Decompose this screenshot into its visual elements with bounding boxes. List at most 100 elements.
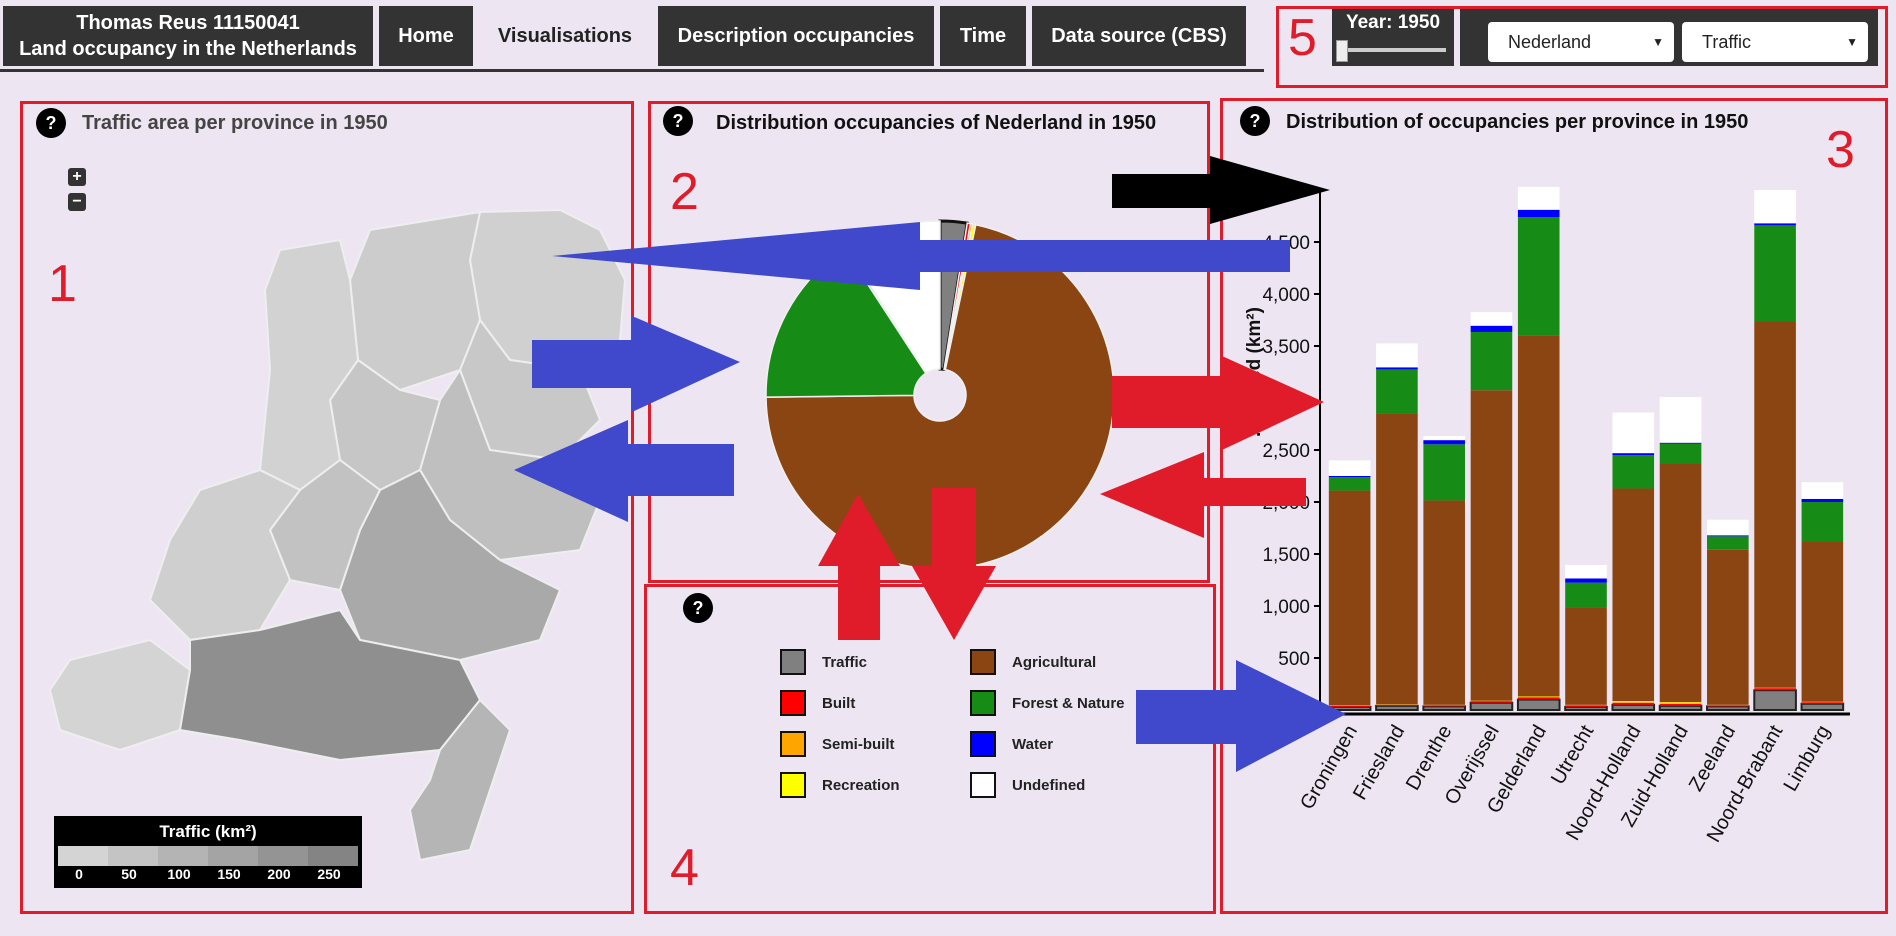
bar-segment-semi-built[interactable]: [1801, 701, 1844, 703]
bar-segment-agricultural[interactable]: [1801, 541, 1844, 702]
bar-segment-forest-nature[interactable]: [1376, 369, 1418, 414]
bar-segment-agricultural[interactable]: [1565, 607, 1607, 705]
bar-segment-water[interactable]: [1565, 578, 1607, 583]
bar-segment-semi-built[interactable]: [1376, 704, 1418, 705]
year-slider-handle[interactable]: [1336, 40, 1348, 62]
legend-help-button[interactable]: ?: [683, 593, 713, 623]
zoom-out-button[interactable]: −: [68, 193, 86, 211]
bar-segment-semi-built[interactable]: [1517, 697, 1560, 698]
bar-segment-built[interactable]: [1612, 702, 1655, 705]
bar-segment-undefined[interactable]: [1612, 412, 1655, 454]
bar-segment-undefined[interactable]: [1376, 343, 1418, 368]
map-province-limburg[interactable]: [408, 698, 512, 862]
bar-segment-water[interactable]: [1470, 325, 1513, 332]
bar-segment-forest-nature[interactable]: [1612, 455, 1655, 489]
bar-segment-water[interactable]: [1423, 440, 1465, 445]
bar-segment-water[interactable]: [1707, 535, 1749, 537]
map-province-zuid-holland[interactable]: [148, 468, 302, 642]
bar-segment-forest-nature[interactable]: [1328, 477, 1371, 491]
zoom-in-button[interactable]: +: [68, 168, 86, 186]
bar-segment-semi-built[interactable]: [1470, 700, 1513, 702]
bar-segment-undefined[interactable]: [1801, 482, 1844, 499]
tab-time[interactable]: Time: [940, 6, 1026, 66]
legend-swatch[interactable]: [780, 731, 806, 757]
bar-segment-undefined[interactable]: [1517, 186, 1560, 210]
bar-segment-agricultural[interactable]: [1707, 549, 1749, 705]
bar-segment-undefined[interactable]: [1470, 312, 1513, 326]
bar-segment-semi-built[interactable]: [1754, 687, 1796, 689]
bar-segment-recreation[interactable]: [1517, 696, 1560, 697]
category-select[interactable]: Traffic ▼: [1682, 22, 1868, 62]
bar-segment-agricultural[interactable]: [1517, 335, 1560, 697]
legend-swatch[interactable]: [780, 772, 806, 798]
bar-segment-semi-built[interactable]: [1565, 704, 1607, 706]
bar-segment-built[interactable]: [1659, 703, 1702, 706]
map-help-button[interactable]: ?: [36, 108, 66, 138]
bar-segment-semi-built[interactable]: [1423, 704, 1465, 706]
bar-segment-undefined[interactable]: [1754, 190, 1796, 224]
legend-swatch[interactable]: [970, 731, 996, 757]
bar-segment-water[interactable]: [1612, 453, 1655, 456]
tab-description-occupancies[interactable]: Description occupancies: [658, 6, 934, 66]
bar-segment-built[interactable]: [1801, 702, 1844, 704]
map-legend-tick: 150: [217, 866, 241, 882]
bar-segment-water[interactable]: [1801, 498, 1844, 502]
bar-segment-built[interactable]: [1423, 705, 1465, 707]
bar-segment-forest-nature[interactable]: [1707, 536, 1749, 550]
bar-segment-forest-nature[interactable]: [1517, 217, 1560, 336]
bar-segment-semi-built[interactable]: [1612, 702, 1655, 703]
bar-segment-built[interactable]: [1517, 697, 1560, 700]
brand[interactable]: Thomas Reus 11150041 Land occupancy in t…: [3, 6, 373, 66]
bar-segment-semi-built[interactable]: [1659, 703, 1702, 704]
bar-segment-semi-built[interactable]: [1707, 704, 1749, 706]
bar-segment-built[interactable]: [1707, 705, 1749, 707]
bar-segment-undefined[interactable]: [1565, 564, 1607, 579]
bar-segment-traffic[interactable]: [1375, 704, 1419, 712]
bar-segment-agricultural[interactable]: [1659, 463, 1702, 703]
bar-segment-agricultural[interactable]: [1470, 390, 1513, 701]
legend-swatch[interactable]: [780, 649, 806, 675]
bar-segment-water[interactable]: [1376, 367, 1418, 370]
bar-segment-forest-nature[interactable]: [1470, 331, 1513, 391]
bar-segment-built[interactable]: [1754, 688, 1796, 691]
bar-segment-undefined[interactable]: [1423, 435, 1465, 441]
legend-swatch[interactable]: [970, 772, 996, 798]
bar-segment-built[interactable]: [1328, 705, 1371, 707]
bar-segment-water[interactable]: [1517, 209, 1560, 218]
bar-segment-forest-nature[interactable]: [1565, 582, 1607, 608]
bar-segment-undefined[interactable]: [1328, 460, 1371, 476]
bar-segment-built[interactable]: [1376, 704, 1418, 706]
bar-segment-agricultural[interactable]: [1754, 321, 1796, 688]
legend-swatch[interactable]: [970, 690, 996, 716]
bar-segment-forest-nature[interactable]: [1659, 443, 1702, 464]
region-select[interactable]: Nederland ▼: [1488, 22, 1674, 62]
bar-segment-semi-built[interactable]: [1328, 705, 1371, 706]
bar-segment-water[interactable]: [1328, 476, 1371, 478]
top-navigation: Thomas Reus 11150041 Land occupancy in t…: [0, 0, 1896, 72]
pie-title: Distribution occupancies of Nederland in…: [716, 112, 1157, 134]
pie-help-button[interactable]: ?: [663, 106, 693, 136]
bar-segment-water[interactable]: [1754, 223, 1796, 226]
bar-segment-agricultural[interactable]: [1612, 488, 1655, 702]
bar-segment-forest-nature[interactable]: [1423, 444, 1465, 501]
bar-segment-built[interactable]: [1565, 705, 1607, 707]
annotation-box-3: [1220, 98, 1888, 914]
tab-data-source[interactable]: Data source (CBS): [1032, 6, 1246, 66]
bar-segment-built[interactable]: [1470, 701, 1513, 703]
tab-visualisations[interactable]: Visualisations: [497, 24, 633, 47]
bar-segment-recreation[interactable]: [1612, 701, 1655, 703]
map-province-zeeland[interactable]: [48, 638, 192, 752]
bar-segment-forest-nature[interactable]: [1801, 502, 1844, 542]
bar-segment-undefined[interactable]: [1659, 396, 1702, 443]
legend-swatch[interactable]: [780, 690, 806, 716]
bar-help-button[interactable]: ?: [1240, 106, 1270, 136]
bar-segment-recreation[interactable]: [1659, 702, 1702, 704]
bar-segment-forest-nature[interactable]: [1754, 225, 1796, 322]
bar-segment-water[interactable]: [1659, 442, 1702, 444]
bar-segment-agricultural[interactable]: [1376, 413, 1418, 705]
bar-segment-agricultural[interactable]: [1423, 500, 1465, 705]
tab-home[interactable]: Home: [379, 6, 473, 66]
year-slider-track[interactable]: [1344, 48, 1446, 52]
bar-segment-undefined[interactable]: [1707, 519, 1749, 536]
legend-swatch[interactable]: [970, 649, 996, 675]
